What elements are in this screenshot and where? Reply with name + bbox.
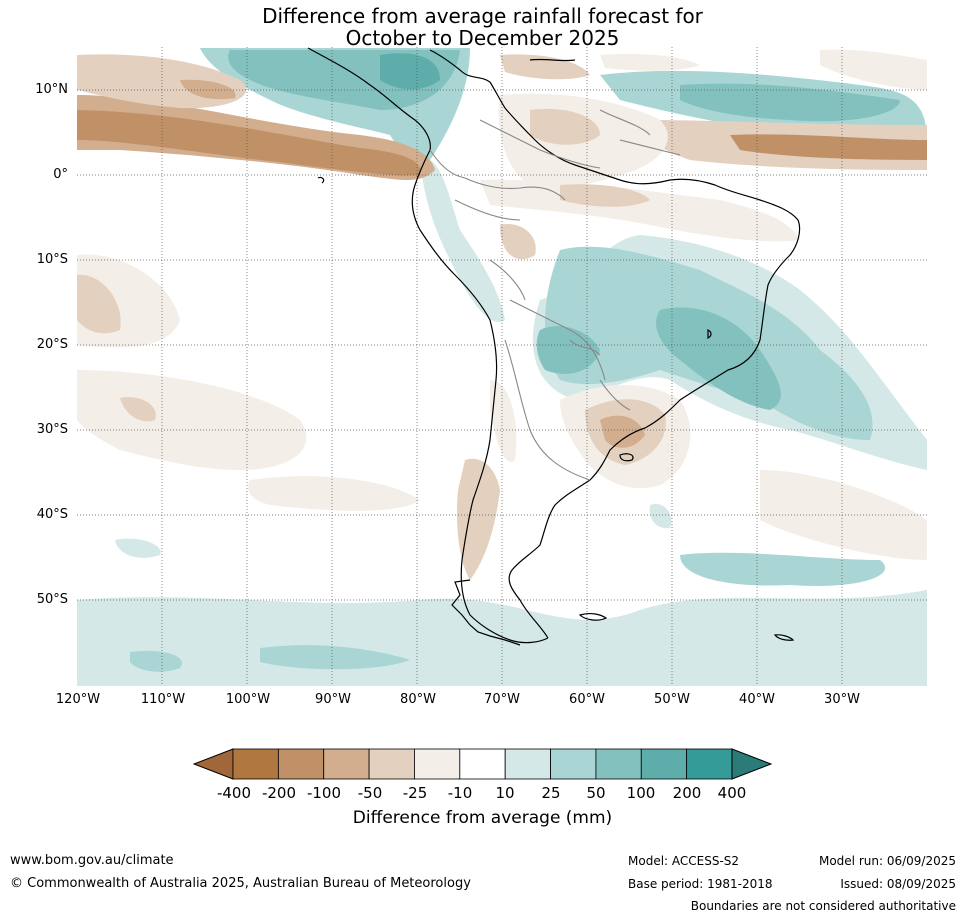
colorbar-label: 100 — [626, 784, 656, 802]
colorbar-label: -400 — [216, 784, 252, 802]
colorbar-label: 400 — [717, 784, 747, 802]
colorbar-swatch — [232, 748, 279, 780]
country-boundaries — [429, 109, 681, 481]
colorbar-swatch — [550, 748, 597, 780]
issued-text: Issued: 08/09/2025 — [840, 877, 956, 891]
lon-label-100w: 100°W — [225, 692, 271, 707]
disclaimer-text: Boundaries are not considered authoritat… — [690, 899, 956, 913]
colorbar-title: Difference from average (mm) — [352, 808, 613, 828]
colorbar-swatch — [640, 748, 688, 780]
model-run-text: Model run: 06/09/2025 — [818, 854, 956, 868]
graticule — [77, 47, 927, 686]
lat-label-30s: 30°S — [36, 422, 68, 437]
base-period-text: Base period: 1981-2018 — [628, 877, 773, 891]
colorbar-swatch — [504, 748, 551, 780]
lat-label-40s: 40°S — [36, 507, 68, 522]
colorbar-label: -200 — [261, 784, 297, 802]
map-title-line2: October to December 2025 — [345, 26, 620, 50]
lon-label-120w: 120°W — [55, 692, 101, 707]
colorbar-label: -100 — [306, 784, 342, 802]
lon-label-30w: 30°W — [824, 692, 860, 707]
colorbar-extend-low — [192, 748, 234, 780]
website-text: www.bom.gov.au/climate — [10, 853, 174, 868]
lon-label-90w: 90°W — [315, 692, 351, 707]
lon-label-60w: 60°W — [569, 692, 605, 707]
colorbar-label: 50 — [586, 784, 606, 802]
colorbar-label: -50 — [357, 784, 383, 802]
lon-label-70w: 70°W — [484, 692, 520, 707]
lat-label-10s: 10°S — [36, 252, 68, 267]
lon-label-80w: 80°W — [400, 692, 436, 707]
anomaly-field — [77, 47, 927, 686]
colorbar-label: -10 — [447, 784, 473, 802]
colorbar-label: -25 — [402, 784, 428, 802]
colorbar-swatch — [459, 748, 506, 780]
map-title-line1: Difference from average rainfall forecas… — [262, 4, 703, 28]
colorbar-label: 25 — [541, 784, 561, 802]
colorbar-swatch — [414, 748, 461, 780]
copyright-text: © Commonwealth of Australia 2025, Austra… — [10, 876, 471, 891]
coastline — [307, 47, 801, 646]
colorbar-swatch — [595, 748, 642, 780]
colorbar-swatch — [323, 748, 370, 780]
lon-label-50w: 50°W — [654, 692, 690, 707]
lat-label-20s: 20°S — [36, 337, 68, 352]
colorbar-swatch — [368, 748, 415, 780]
colorbar-extend-high — [731, 748, 773, 780]
lon-label-40w: 40°W — [739, 692, 775, 707]
model-text: Model: ACCESS-S2 — [628, 854, 740, 868]
colorbar-label: 200 — [672, 784, 702, 802]
lat-label-50s: 50°S — [36, 592, 68, 607]
colorbar-swatch — [277, 748, 325, 780]
lat-label-10n: 10°N — [35, 82, 68, 97]
lon-label-110w: 110°W — [140, 692, 186, 707]
colorbar — [192, 748, 773, 780]
colorbar-swatch — [686, 748, 733, 780]
colorbar-label: 10 — [495, 784, 515, 802]
lat-label-0: 0° — [53, 167, 68, 182]
